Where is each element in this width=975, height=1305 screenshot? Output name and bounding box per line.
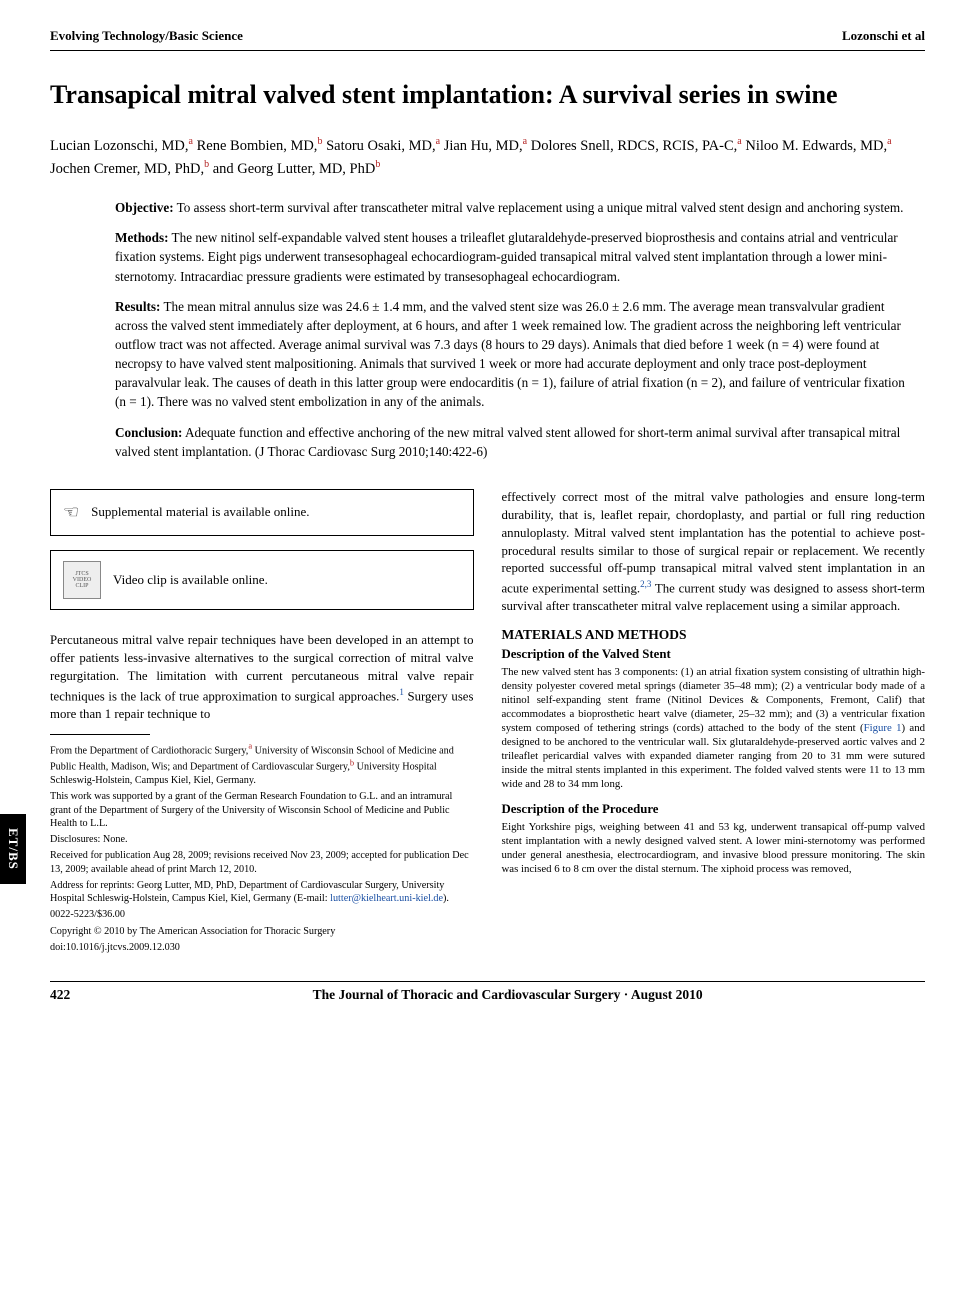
footnote-from: From the Department of Cardiothoracic Su… <box>50 741 474 788</box>
abstract-text: Adequate function and effective anchorin… <box>115 425 900 459</box>
footnote-disclosures: Disclosures: None. <box>50 833 474 846</box>
reprint-email-link[interactable]: lutter@kielheart.uni-kiel.de <box>330 893 443 904</box>
footnotes: From the Department of Cardiothoracic Su… <box>50 741 474 954</box>
footnote-support: This work was supported by a grant of th… <box>50 790 474 830</box>
abstract-text: To assess short-term survival after tran… <box>177 200 904 215</box>
stent-description-body: The new valved stent has 3 components: (… <box>502 665 926 791</box>
abstract-methods: Methods: The new nitinol self-expandable… <box>115 228 915 285</box>
materials-methods-heading: MATERIALS AND METHODS <box>502 626 926 645</box>
side-tab: ET/BS <box>0 814 26 884</box>
video-text: Video clip is available online. <box>113 571 268 589</box>
abstract-label: Conclusion: <box>115 425 182 440</box>
left-column: ☞ Supplemental material is available onl… <box>50 489 474 957</box>
footnote-reprints: Address for reprints: Georg Lutter, MD, … <box>50 879 474 906</box>
abstract-label: Methods: <box>115 230 168 245</box>
supplemental-box: ☞ Supplemental material is available onl… <box>50 489 474 536</box>
supplemental-text: Supplemental material is available onlin… <box>91 503 309 521</box>
stent-description-heading: Description of the Valved Stent <box>502 646 926 664</box>
abstract-text: The new nitinol self-expandable valved s… <box>115 230 898 283</box>
footnote-separator <box>50 734 150 735</box>
abstract-label: Results: <box>115 299 160 314</box>
page-footer: 422 The Journal of Thoracic and Cardiova… <box>50 981 925 1003</box>
abstract-results: Results: The mean mitral annulus size wa… <box>115 297 915 412</box>
header-author: Lozonschi et al <box>842 28 925 44</box>
video-clip-icon: JTCS VIDEO CLIP <box>63 561 101 599</box>
procedure-description-body: Eight Yorkshire pigs, weighing between 4… <box>502 820 926 876</box>
footnote-issn: 0022-5223/$36.00 <box>50 908 474 921</box>
journal-line: The Journal of Thoracic and Cardiovascul… <box>90 987 925 1003</box>
abstract-text: The mean mitral annulus size was 24.6 ± … <box>115 299 905 410</box>
procedure-description-heading: Description of the Procedure <box>502 801 926 819</box>
abstract-objective: Objective: To assess short-term survival… <box>115 198 915 217</box>
page-number: 422 <box>50 987 70 1003</box>
footnote-received: Received for publication Aug 28, 2009; r… <box>50 849 474 876</box>
footnote-copyright: Copyright © 2010 by The American Associa… <box>50 925 474 938</box>
abstract-label: Objective: <box>115 200 174 215</box>
intro-paragraph-left: Percutaneous mitral valve repair techniq… <box>50 632 474 724</box>
article-title: Transapical mitral valved stent implanta… <box>50 79 925 112</box>
intro-paragraph-right: effectively correct most of the mitral v… <box>502 489 926 617</box>
hand-point-icon: ☞ <box>63 500 79 525</box>
header-section: Evolving Technology/Basic Science <box>50 28 243 44</box>
abstract-conclusion: Conclusion: Adequate function and effect… <box>115 423 915 461</box>
running-header: Evolving Technology/Basic Science Lozons… <box>50 28 925 51</box>
video-box: JTCS VIDEO CLIP Video clip is available … <box>50 550 474 610</box>
right-column: effectively correct most of the mitral v… <box>502 489 926 957</box>
body-columns: ET/BS ☞ Supplemental material is availab… <box>50 489 925 957</box>
abstract: Objective: To assess short-term survival… <box>115 198 915 461</box>
author-list: Lucian Lozonschi, MD,a Rene Bombien, MD,… <box>50 134 925 181</box>
footnote-doi: doi:10.1016/j.jtcvs.2009.12.030 <box>50 941 474 954</box>
